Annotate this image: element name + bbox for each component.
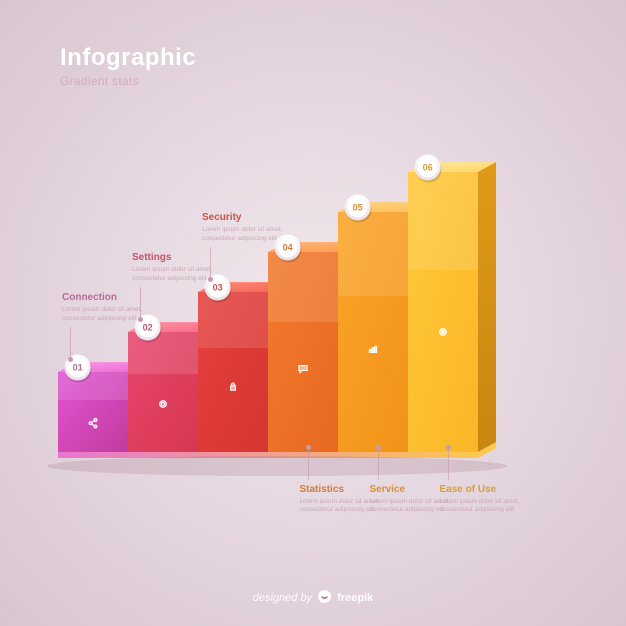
header: Infographic Gradient stats xyxy=(60,44,196,88)
callout-label: Ease of Use xyxy=(440,484,540,495)
callout-lorem: Lorem ipsum dolor sit amet, consectetur … xyxy=(202,226,302,243)
lead-line xyxy=(378,448,379,480)
callout-lorem: Lorem ipsum dolor sit amet, consectetur … xyxy=(62,306,162,323)
page-title: Infographic xyxy=(60,44,196,72)
stair-chart: 01 02 03 04 05 06 Connection Lorem ipsum dolor… xyxy=(58,152,568,482)
step-number: 03 xyxy=(213,283,223,293)
step-number: 02 xyxy=(143,323,153,333)
lead-line xyxy=(140,287,141,319)
lead-line xyxy=(448,448,449,480)
step-number: 01 xyxy=(73,363,83,373)
footer-credit: designed by freepik xyxy=(0,590,626,604)
footer-brand: freepik xyxy=(337,592,373,604)
lead-line xyxy=(210,247,211,279)
callout-ease-of-use: Ease of Use Lorem ipsum dolor sit amet, c… xyxy=(440,484,540,515)
lead-line xyxy=(70,327,71,359)
footer-prefix: designed by xyxy=(253,592,312,604)
lock-icon xyxy=(231,383,236,390)
callout-lorem: Lorem ipsum dolor sit amet, consectetur … xyxy=(132,266,232,283)
callout-settings: Settings Lorem ipsum dolor sit amet, cons… xyxy=(132,252,232,283)
callout-lorem: Lorem ipsum dolor sit amet, consectetur … xyxy=(440,498,540,515)
freepik-logo-icon xyxy=(318,590,331,603)
callout-label: Security xyxy=(202,212,302,223)
step-number: 06 xyxy=(423,163,433,173)
step-number: 04 xyxy=(283,243,293,253)
page-subtitle: Gradient stats xyxy=(60,74,196,88)
lead-line xyxy=(308,448,309,480)
callout-label: Settings xyxy=(132,252,232,263)
callout-security: Security Lorem ipsum dolor sit amet, cons… xyxy=(202,212,302,243)
callout-label: Connection xyxy=(62,292,162,303)
bar-side xyxy=(478,162,496,452)
step-number: 05 xyxy=(353,203,363,213)
callout-connection: Connection Lorem ipsum dolor sit amet, co… xyxy=(62,292,162,323)
